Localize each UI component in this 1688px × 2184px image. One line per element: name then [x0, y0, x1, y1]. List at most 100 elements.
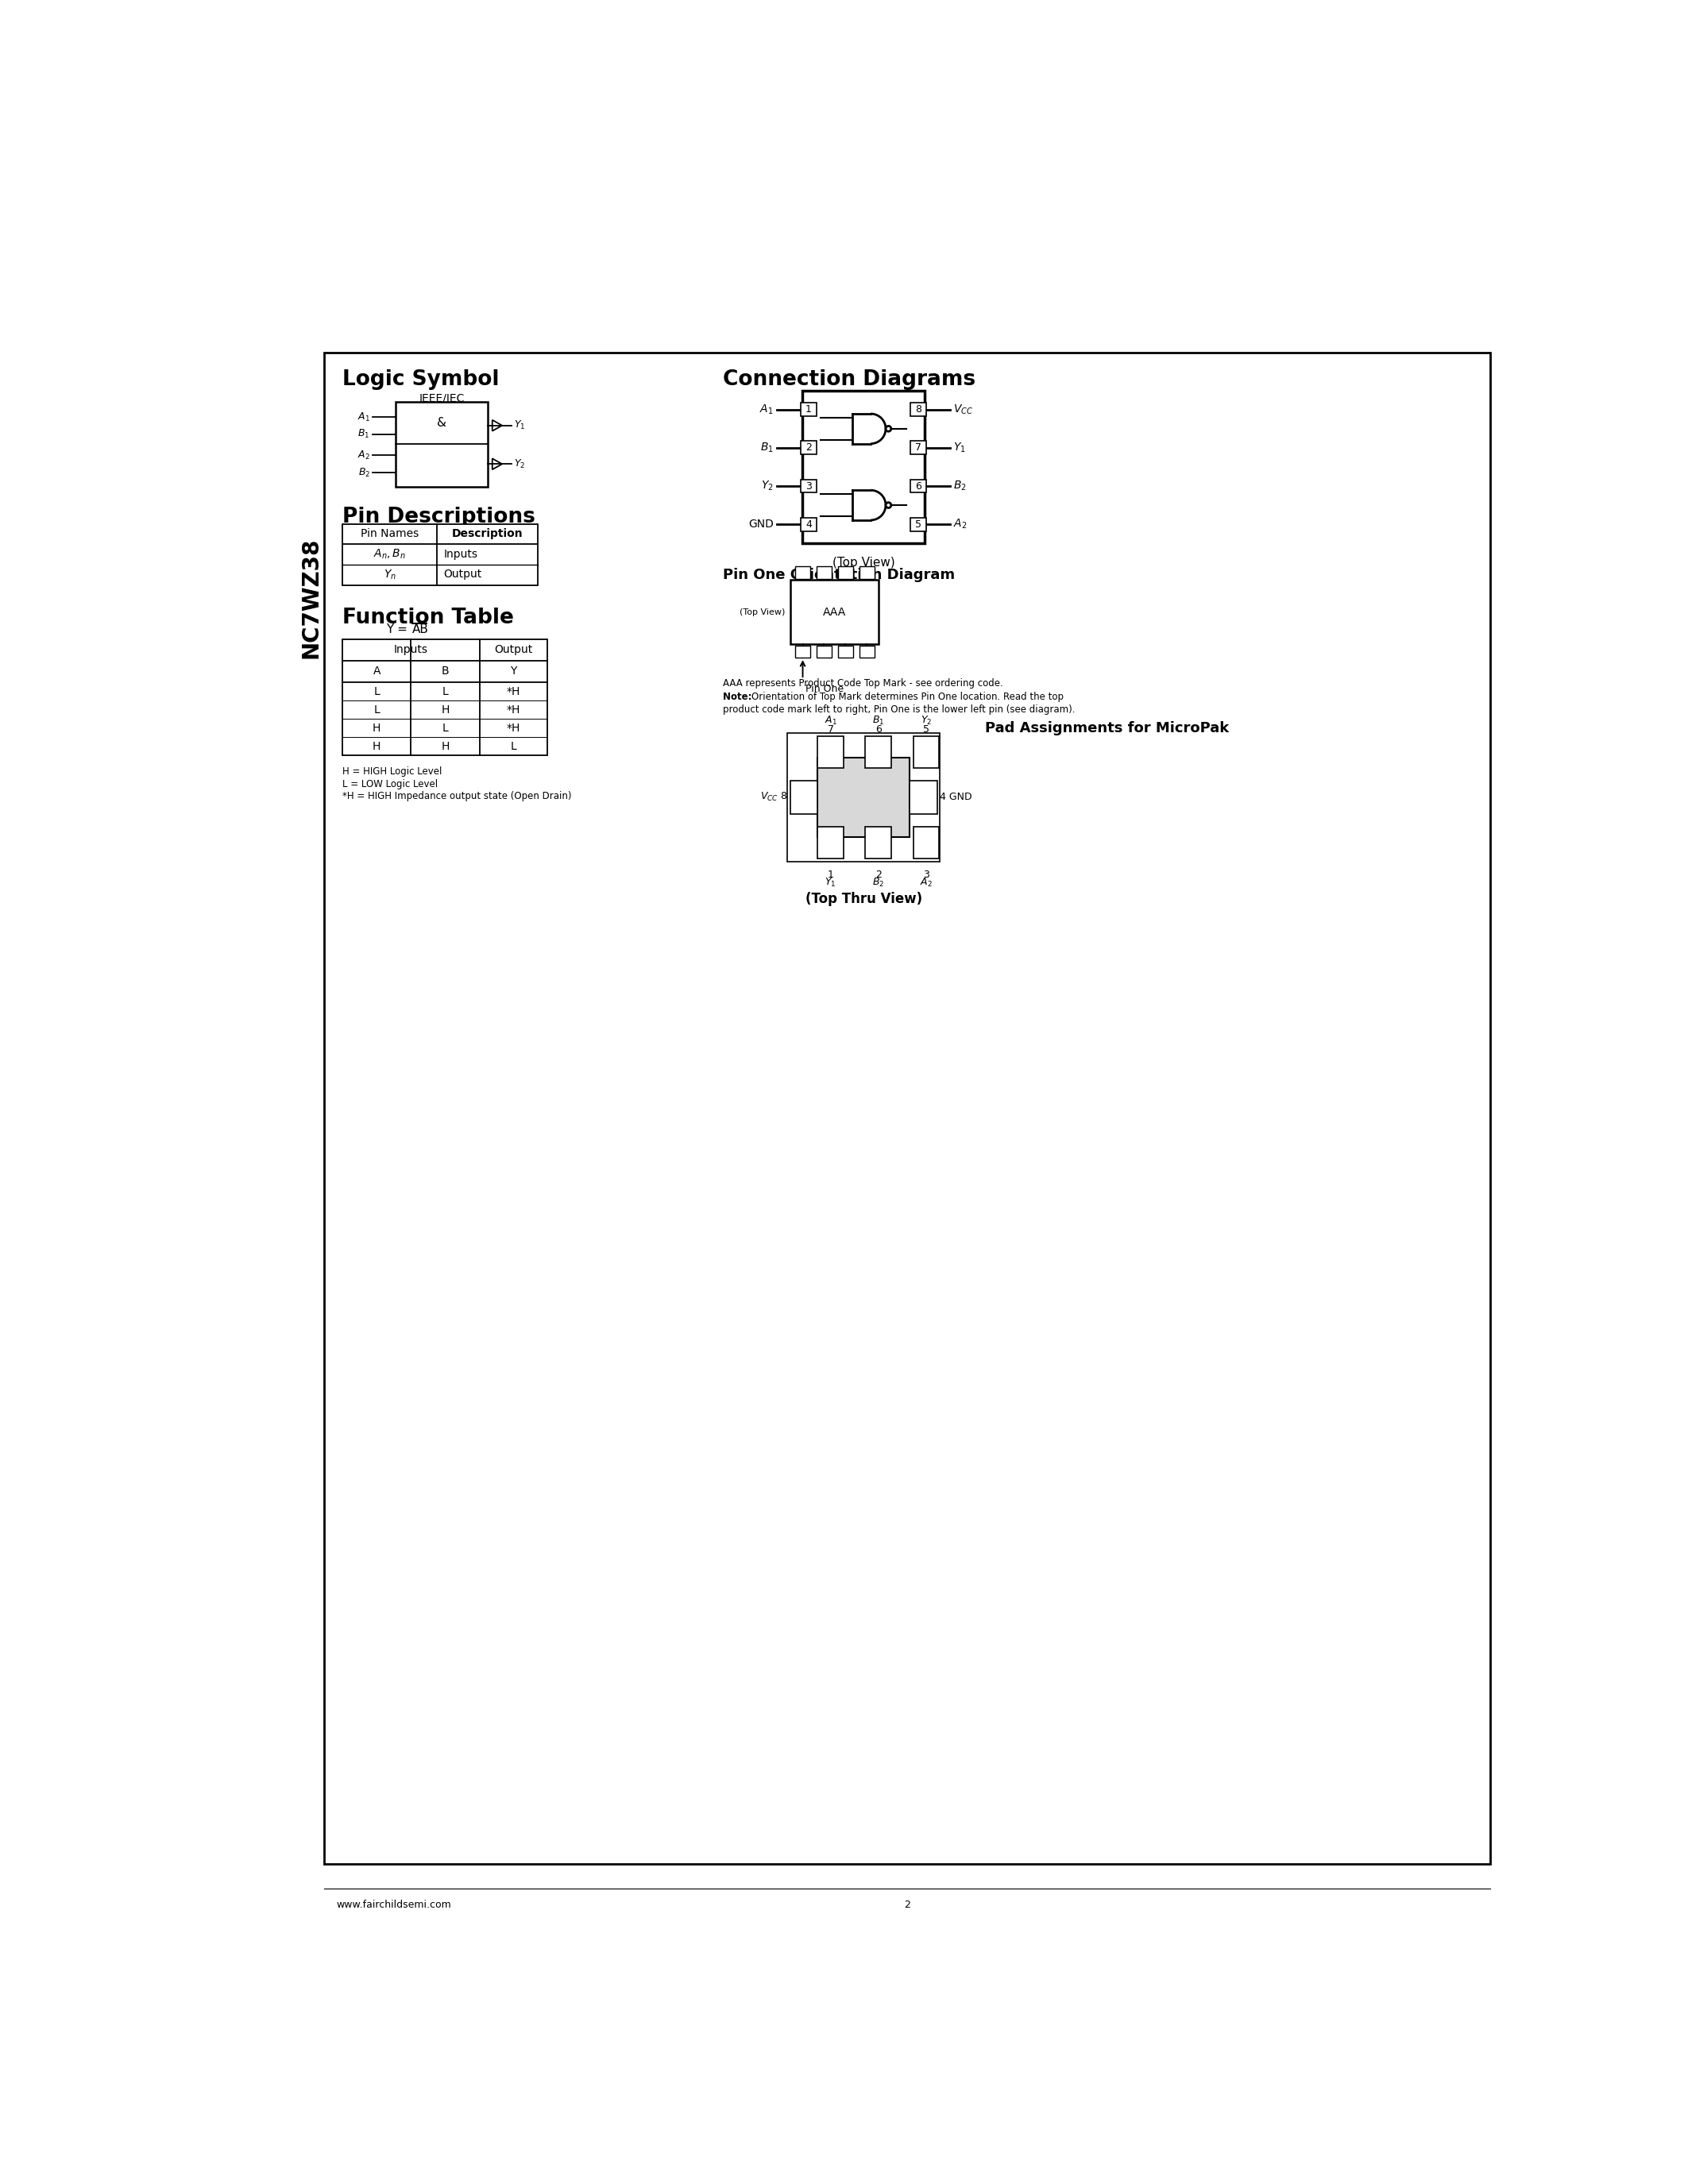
Bar [817, 736, 844, 769]
Bar [910, 441, 927, 454]
Text: $A_2$: $A_2$ [954, 518, 967, 531]
Bar [817, 758, 910, 836]
Text: 3: 3 [805, 480, 812, 491]
Text: L: L [510, 740, 517, 751]
Text: Y =: Y = [387, 622, 410, 636]
Text: (Top View): (Top View) [832, 557, 895, 568]
Circle shape [886, 502, 891, 509]
Text: Pin Names: Pin Names [361, 529, 419, 539]
Text: $Y_1$: $Y_1$ [515, 419, 525, 432]
Bar [795, 646, 810, 657]
Text: NC7WZ38: NC7WZ38 [299, 537, 322, 657]
Text: L: L [373, 703, 380, 716]
Text: $A_1$: $A_1$ [358, 411, 370, 424]
Text: 6: 6 [874, 725, 881, 734]
Bar [910, 518, 927, 531]
Text: $B_1$: $B_1$ [760, 441, 773, 454]
Text: Logic Symbol: Logic Symbol [343, 369, 500, 389]
Text: $B_2$: $B_2$ [954, 480, 967, 494]
Text: 1: 1 [827, 869, 834, 880]
Text: IEEE/IEC: IEEE/IEC [419, 393, 464, 404]
Text: $Y_2$: $Y_2$ [761, 480, 773, 494]
Text: B: B [441, 666, 449, 677]
Text: Pin One Orientation Diagram: Pin One Orientation Diagram [722, 568, 955, 583]
Text: AAA represents Product Code Top Mark - see ordering code.: AAA represents Product Code Top Mark - s… [722, 677, 1003, 688]
Bar [817, 566, 832, 579]
Text: 7: 7 [915, 443, 922, 452]
Bar [910, 402, 927, 417]
Text: 7: 7 [827, 725, 834, 734]
Text: L: L [373, 686, 380, 697]
Bar [866, 736, 891, 769]
Text: GND: GND [748, 520, 773, 531]
Bar [800, 402, 817, 417]
Text: Inputs: Inputs [444, 548, 478, 559]
Text: $B_1$: $B_1$ [358, 428, 370, 439]
Text: AAA: AAA [824, 607, 846, 618]
Text: $Y_2$: $Y_2$ [920, 714, 932, 727]
Text: $A_1$: $A_1$ [760, 404, 773, 417]
Bar [800, 518, 817, 531]
Bar [800, 441, 817, 454]
Text: Pin One: Pin One [805, 684, 844, 695]
Bar [343, 640, 547, 756]
Bar [343, 524, 538, 585]
Text: $B_1$: $B_1$ [873, 714, 885, 727]
Text: L: L [442, 686, 449, 697]
Text: H: H [373, 723, 381, 734]
Text: product code mark left to right, Pin One is the lower left pin (see diagram).: product code mark left to right, Pin One… [722, 705, 1075, 714]
Bar [800, 478, 817, 494]
Text: *H: *H [506, 723, 520, 734]
Text: Description: Description [452, 529, 523, 539]
Text: www.fairchildsemi.com: www.fairchildsemi.com [336, 1900, 451, 1911]
Text: *H: *H [506, 686, 520, 697]
Text: 5: 5 [915, 520, 922, 529]
Text: A: A [373, 666, 380, 677]
Text: Function Table: Function Table [343, 607, 513, 629]
Text: *H = HIGH Impedance output state (Open Drain): *H = HIGH Impedance output state (Open D… [343, 791, 572, 802]
Text: Pad Assignments for MicroPak: Pad Assignments for MicroPak [984, 721, 1229, 736]
Text: $Y_2$: $Y_2$ [515, 459, 525, 470]
Text: 5: 5 [923, 725, 928, 734]
Text: Inputs: Inputs [393, 644, 429, 655]
Text: H: H [441, 740, 449, 751]
Text: $A_1$: $A_1$ [824, 714, 837, 727]
Bar [790, 780, 817, 815]
Text: *H: *H [506, 703, 520, 716]
Text: 2: 2 [874, 869, 881, 880]
Text: 2: 2 [805, 443, 812, 452]
Text: L = LOW Logic Level: L = LOW Logic Level [343, 780, 437, 788]
Circle shape [886, 426, 891, 432]
Bar [859, 646, 874, 657]
Text: 4: 4 [805, 520, 812, 529]
Text: H: H [441, 703, 449, 716]
Text: $V_{CC}$: $V_{CC}$ [954, 404, 974, 417]
Text: $A_2$: $A_2$ [358, 450, 370, 461]
Text: Connection Diagrams: Connection Diagrams [722, 369, 976, 389]
Text: $Y_1$: $Y_1$ [954, 441, 966, 454]
Bar [395, 402, 488, 487]
Text: $A_2$: $A_2$ [920, 876, 932, 889]
Bar [324, 352, 1491, 1865]
Text: Orientation of Top Mark determines Pin One location. Read the top: Orientation of Top Mark determines Pin O… [751, 692, 1063, 701]
Bar [859, 566, 874, 579]
Text: 6: 6 [915, 480, 922, 491]
Text: Output: Output [495, 644, 533, 655]
Text: 2: 2 [905, 1900, 910, 1911]
Text: Output: Output [444, 570, 481, 581]
Bar [866, 826, 891, 858]
Bar [837, 566, 852, 579]
Bar [795, 566, 810, 579]
Text: 1: 1 [805, 404, 812, 415]
Bar [837, 646, 852, 657]
Text: H = HIGH Logic Level: H = HIGH Logic Level [343, 767, 442, 778]
Text: 4 GND: 4 GND [940, 793, 972, 802]
Bar [802, 391, 925, 544]
Bar [790, 581, 879, 644]
Text: H: H [373, 740, 381, 751]
Text: Pin Descriptions: Pin Descriptions [343, 507, 535, 526]
Text: &: & [437, 417, 446, 428]
Text: (Top View): (Top View) [739, 607, 785, 616]
Text: AB: AB [412, 622, 429, 636]
Text: (Top Thru View): (Top Thru View) [805, 891, 922, 906]
